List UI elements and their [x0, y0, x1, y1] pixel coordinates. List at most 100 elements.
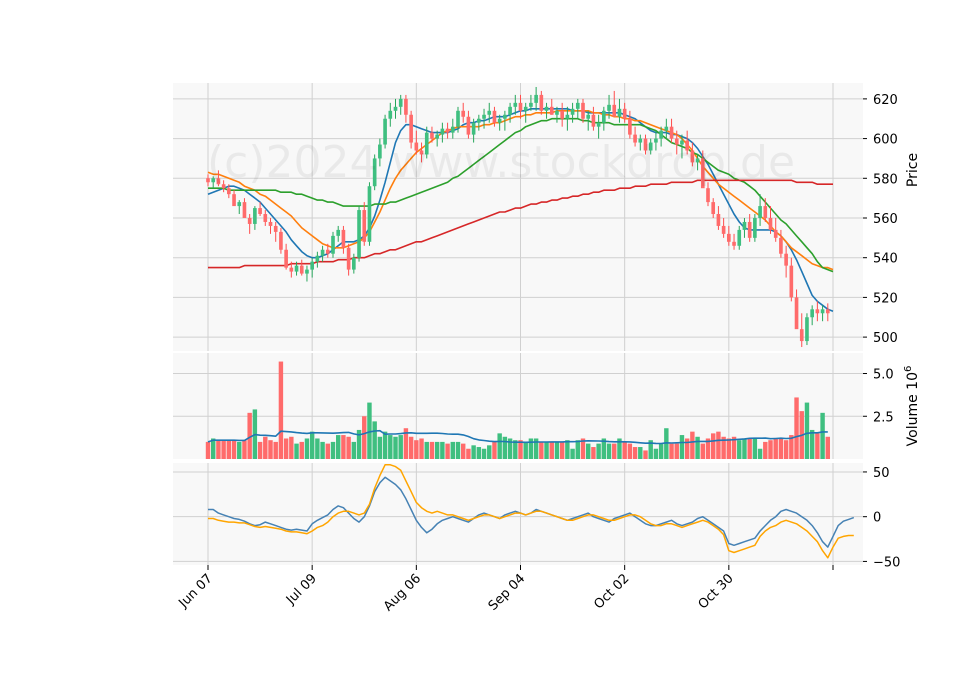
- candle: [674, 130, 679, 155]
- candle: [555, 106, 559, 123]
- candle-body: [659, 130, 663, 139]
- candle: [773, 217, 778, 242]
- candle: [742, 217, 747, 238]
- volume-bar: [414, 440, 419, 459]
- volume-bar: [664, 428, 669, 459]
- volume-bar: [341, 435, 346, 459]
- volume-bar: [487, 445, 492, 459]
- volume-bar: [585, 443, 591, 459]
- candle: [534, 86, 538, 111]
- candle-body: [690, 150, 695, 163]
- price-axis-label: Price: [905, 153, 921, 187]
- candle: [763, 198, 768, 222]
- candle: [466, 110, 471, 139]
- volume-bar: [742, 438, 747, 459]
- candle-body: [435, 134, 439, 139]
- volume-bar: [528, 438, 534, 459]
- candle: [628, 110, 632, 139]
- price-axis-tick-label: 500: [873, 331, 898, 346]
- volume-bar: [523, 441, 528, 459]
- candle: [799, 313, 804, 348]
- candle-body: [404, 98, 408, 115]
- candle-body: [565, 114, 570, 119]
- volume-bar: [559, 441, 565, 459]
- candle-body: [581, 102, 585, 119]
- volume-bar: [237, 441, 242, 459]
- candle: [461, 102, 466, 123]
- candle-body: [206, 178, 210, 183]
- volume-bar: [591, 447, 596, 459]
- candle-body: [450, 126, 455, 133]
- candle: [539, 90, 544, 115]
- candle-body: [732, 241, 736, 246]
- volume-bar: [757, 448, 763, 459]
- price-axis-tick-label: 520: [873, 291, 898, 306]
- candle-body: [596, 122, 601, 127]
- candle-body: [503, 114, 507, 119]
- candle-body: [331, 235, 335, 254]
- volume-bar: [580, 438, 586, 459]
- volume-bar: [460, 443, 466, 459]
- volume-bar: [372, 421, 377, 459]
- volume-bar: [716, 431, 721, 459]
- volume-bar: [320, 441, 325, 459]
- candle: [805, 313, 809, 346]
- candle: [325, 243, 330, 258]
- volume-bar: [721, 436, 726, 459]
- candle-body: [268, 221, 273, 226]
- volume-bar: [763, 441, 768, 459]
- candle: [414, 130, 419, 155]
- candle-body: [362, 210, 367, 242]
- candle-body: [534, 94, 538, 103]
- candle-body: [419, 150, 424, 155]
- candle-body: [378, 144, 382, 159]
- volume-bar: [268, 440, 273, 459]
- candle-body: [445, 128, 450, 133]
- volume-bar: [809, 429, 815, 459]
- candle: [263, 210, 268, 226]
- candle: [523, 102, 528, 123]
- volume-bar: [825, 436, 831, 459]
- candle-body: [544, 106, 549, 111]
- volume-bar: [669, 443, 674, 459]
- candle-body: [602, 110, 606, 123]
- volume-bar: [247, 412, 252, 459]
- candle: [456, 106, 460, 133]
- candle: [232, 190, 236, 207]
- candle: [617, 98, 622, 123]
- candle-body: [253, 208, 257, 224]
- candle-body: [247, 217, 252, 224]
- candle: [690, 142, 695, 167]
- volume-bar: [289, 436, 294, 459]
- candle-body: [805, 317, 809, 342]
- candle: [352, 253, 356, 274]
- candle-body: [529, 102, 533, 107]
- candle: [654, 130, 658, 151]
- candle-body: [456, 110, 460, 127]
- volume-bar: [710, 433, 716, 459]
- candle: [784, 245, 788, 278]
- candle-body: [753, 217, 757, 238]
- candle: [549, 98, 554, 115]
- candle: [336, 225, 341, 242]
- candle-body: [325, 249, 330, 254]
- candle-body: [487, 110, 492, 115]
- candle-body: [789, 265, 794, 298]
- candle: [648, 138, 653, 155]
- chart-marks: [205, 86, 855, 559]
- volume-bar: [794, 397, 799, 459]
- candle: [398, 94, 403, 115]
- volume-bar: [226, 440, 232, 459]
- candle: [383, 114, 387, 149]
- candle-body: [685, 140, 689, 151]
- candle: [695, 154, 700, 171]
- candle-body: [336, 229, 341, 236]
- candle-body: [430, 132, 434, 139]
- candle-body: [398, 98, 403, 107]
- candle-body: [799, 329, 804, 342]
- candle: [711, 198, 716, 218]
- volume-bar: [257, 441, 263, 459]
- candle-body: [742, 221, 747, 230]
- candle: [789, 257, 794, 302]
- candle: [477, 114, 481, 131]
